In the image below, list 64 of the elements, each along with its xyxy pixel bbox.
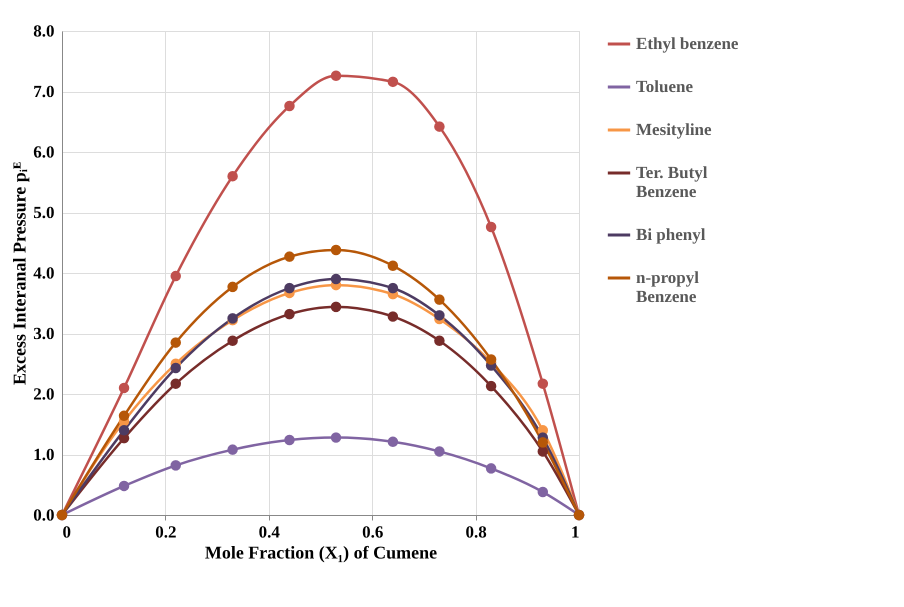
x-axis-title: Mole Fraction (X₁) of Cumene [204, 542, 438, 562]
point [330, 302, 342, 312]
point [170, 362, 181, 374]
legend-label: Toluene [636, 77, 694, 96]
point [284, 282, 295, 294]
point [434, 294, 445, 305]
point [227, 282, 238, 292]
y-tick-label: 3.0 [33, 324, 54, 343]
legend-label: Mesityline [636, 120, 712, 139]
point [434, 310, 445, 321]
point [330, 244, 342, 256]
point [330, 274, 342, 284]
point [118, 382, 130, 394]
x-tick-label: 0.8 [465, 522, 487, 542]
point [486, 380, 496, 392]
point [284, 100, 295, 112]
y-tick-label: 4.0 [33, 264, 54, 282]
x-tick-label: 0 [62, 522, 71, 542]
point [538, 378, 548, 389]
legend-label: Ter. Butyl Benzene [636, 163, 708, 201]
x-tick-label: 1 [571, 522, 580, 542]
point [486, 354, 496, 365]
point [434, 336, 445, 346]
point [486, 463, 496, 474]
y-tick-label: 1.0 [33, 445, 54, 464]
y-tick-label: 7.0 [33, 82, 54, 101]
point [284, 251, 295, 262]
point [170, 460, 181, 471]
y-tick-label: 2.0 [33, 384, 54, 404]
point [227, 444, 238, 455]
point [434, 446, 445, 457]
y-tick-label: 5.0 [33, 203, 54, 222]
point [118, 480, 130, 492]
y-axis-title: Excess Interanal Pressure pᵢᴱ [9, 162, 30, 386]
y-tick-label: 8.0 [33, 22, 54, 40]
point [330, 70, 342, 82]
legend-label: n-propyl Benzene [636, 268, 700, 306]
point [486, 222, 496, 232]
point [170, 337, 181, 348]
legend-label: Bi phenyl [636, 225, 706, 244]
point [227, 336, 238, 346]
point [388, 76, 398, 88]
point [330, 432, 342, 443]
y-tick-label: 6.0 [33, 142, 54, 162]
point [434, 121, 445, 132]
x-tick-label: 0.4 [258, 522, 280, 542]
y-tick-label: 0.0 [33, 506, 54, 524]
point [538, 486, 548, 498]
point [388, 436, 398, 448]
point [118, 425, 130, 436]
point [170, 378, 181, 389]
point [118, 410, 130, 422]
x-tick-label: 0.2 [155, 522, 177, 542]
point [538, 437, 548, 448]
point [284, 308, 295, 320]
point [388, 260, 398, 271]
point [388, 311, 398, 322]
legend-label: Ethyl benzene [636, 34, 739, 53]
x-tick-label: 0.6 [362, 522, 384, 542]
point [170, 270, 181, 282]
point [284, 434, 295, 446]
point [388, 282, 398, 294]
point [538, 446, 548, 457]
point [227, 170, 238, 182]
